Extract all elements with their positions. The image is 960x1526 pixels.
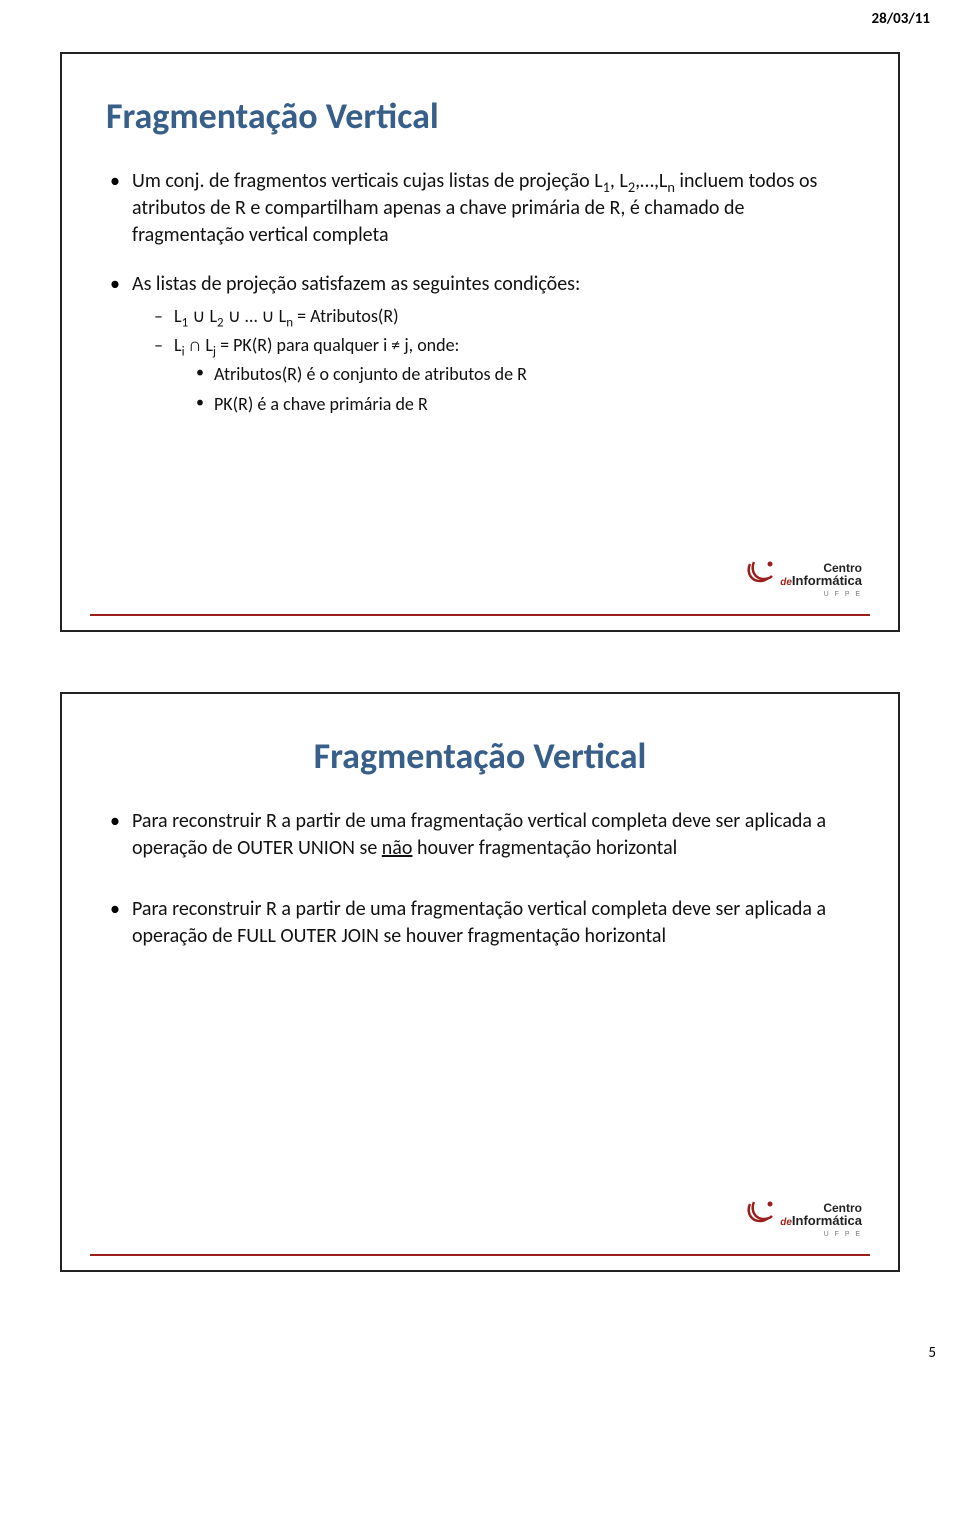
sub-item: Li ∩ Lj = PK(R) para qualquer i ≠ j, ond… xyxy=(154,333,854,417)
bullet-text: As listas de projeção satisfazem as segu… xyxy=(132,272,580,296)
subsub-item: Atributos(R) é o conjunto de atributos d… xyxy=(196,362,854,387)
slide-footer: Centro deInformática U F P E xyxy=(90,614,870,616)
page: 28/03/11 Fragmentação Vertical Um conj. … xyxy=(0,0,960,1372)
svg-text:deInformática: deInformática xyxy=(780,1213,863,1228)
footer-rule xyxy=(90,614,870,616)
slide-1: Fragmentação Vertical Um conj. de fragme… xyxy=(60,52,900,632)
bullet-item: As listas de projeção satisfazem as segu… xyxy=(110,271,854,417)
header-date: 28/03/11 xyxy=(871,10,930,28)
subsub-item: PK(R) é a chave primária de R xyxy=(196,392,854,417)
sub-text: Li ∩ Lj = PK(R) para qualquer i ≠ j, ond… xyxy=(174,334,459,356)
slide-2-list: Para reconstruir R a partir de uma fragm… xyxy=(110,808,854,950)
page-number: 5 xyxy=(928,1344,936,1362)
subsub-list: Atributos(R) é o conjunto de atributos d… xyxy=(196,362,854,416)
bullet-item: Um conj. de fragmentos verticais cujas l… xyxy=(110,168,854,249)
footer-rule xyxy=(90,1254,870,1256)
bullet-item: Para reconstruir R a partir de uma fragm… xyxy=(110,896,854,950)
bullet-item: Para reconstruir R a partir de uma fragm… xyxy=(110,808,854,862)
footer-logo: Centro deInformática U F P E xyxy=(744,558,864,602)
sub-list: L1 ∪ L2 ∪ … ∪ Ln = Atributos(R) Li ∩ Lj … xyxy=(154,304,854,417)
slide-2: Fragmentação Vertical Para reconstruir R… xyxy=(60,692,900,1272)
svg-text:deInformática: deInformática xyxy=(780,573,863,588)
slide-1-title: Fragmentação Vertical xyxy=(106,94,854,138)
svg-text:U F P E: U F P E xyxy=(824,591,862,598)
slide-1-list: Um conj. de fragmentos verticais cujas l… xyxy=(110,168,854,417)
sub-item: L1 ∪ L2 ∪ … ∪ Ln = Atributos(R) xyxy=(154,304,854,329)
svg-text:U F P E: U F P E xyxy=(824,1231,862,1238)
slide-footer: Centro deInformática U F P E xyxy=(90,1254,870,1256)
slide-2-title: Fragmentação Vertical xyxy=(106,734,854,778)
footer-logo: Centro deInformática U F P E xyxy=(744,1198,864,1242)
